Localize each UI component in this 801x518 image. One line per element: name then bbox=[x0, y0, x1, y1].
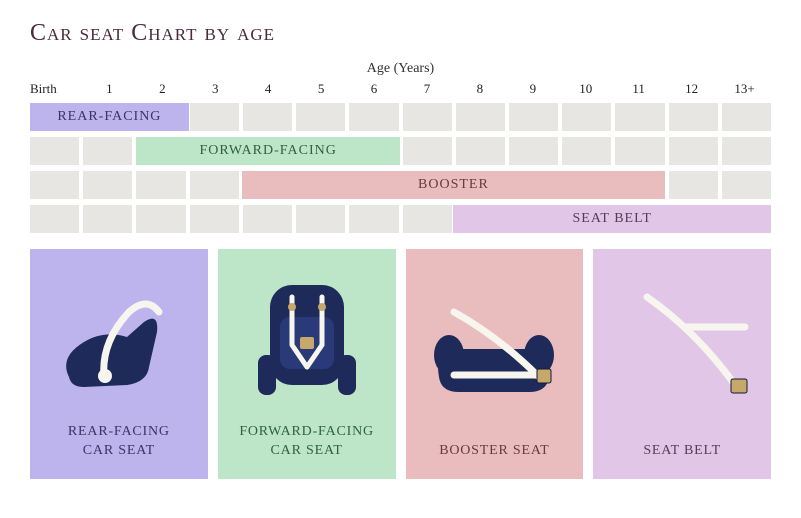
gantt-row: REAR-FACING bbox=[30, 103, 771, 131]
forward-seat-icon bbox=[252, 277, 362, 407]
age-tick: 7 bbox=[400, 81, 453, 97]
gantt-row: BOOSTER bbox=[30, 171, 771, 199]
seat-belt-icon bbox=[607, 287, 757, 417]
gantt-bar: FORWARD-FACING bbox=[136, 137, 401, 165]
booster-seat-icon bbox=[419, 297, 569, 407]
age-tick: 2 bbox=[136, 81, 189, 97]
seat-card: REAR-FACING CAR SEAT bbox=[30, 249, 208, 479]
gantt-rows: REAR-FACING FORWARD-FACING BOOSTER SEAT BEL… bbox=[30, 103, 771, 233]
forward-seat-icon bbox=[226, 263, 388, 422]
seat-card: BOOSTER SEAT bbox=[406, 249, 584, 479]
age-tick: Birth bbox=[30, 81, 83, 97]
age-tick: 11 bbox=[612, 81, 665, 97]
chart-title: Car seat Chart by age bbox=[30, 20, 771, 47]
gantt-bar: REAR-FACING bbox=[30, 103, 189, 131]
seat-card-label: FORWARD-FACING CAR SEAT bbox=[239, 422, 374, 461]
seat-card-label: BOOSTER SEAT bbox=[439, 441, 549, 461]
seat-card: FORWARD-FACING CAR SEAT bbox=[218, 249, 396, 479]
seat-cards: REAR-FACING CAR SEAT FORWARD-FACING CAR … bbox=[30, 249, 771, 479]
seat-belt-icon bbox=[601, 263, 763, 441]
age-tick: 9 bbox=[506, 81, 559, 97]
gantt-bar: BOOSTER bbox=[242, 171, 665, 199]
age-tick: 13+ bbox=[718, 81, 771, 97]
age-tick: 10 bbox=[559, 81, 612, 97]
age-tick: 3 bbox=[189, 81, 242, 97]
rear-seat-icon bbox=[49, 282, 189, 402]
age-tick: 6 bbox=[348, 81, 401, 97]
age-tick: 8 bbox=[453, 81, 506, 97]
age-tick: 12 bbox=[665, 81, 718, 97]
age-tick: 4 bbox=[242, 81, 295, 97]
gantt-bar: SEAT BELT bbox=[453, 205, 771, 233]
booster-seat-icon bbox=[414, 263, 576, 441]
age-tick: 1 bbox=[83, 81, 136, 97]
rear-seat-icon bbox=[38, 263, 200, 422]
gantt-row: SEAT BELT bbox=[30, 205, 771, 233]
gantt-row: FORWARD-FACING bbox=[30, 137, 771, 165]
seat-card-label: SEAT BELT bbox=[643, 441, 721, 461]
age-ticks: Birth12345678910111213+ bbox=[30, 81, 771, 97]
age-tick: 5 bbox=[295, 81, 348, 97]
seat-card-label: REAR-FACING CAR SEAT bbox=[68, 422, 170, 461]
seat-card: SEAT BELT bbox=[593, 249, 771, 479]
axis-label: Age (Years) bbox=[30, 61, 771, 77]
